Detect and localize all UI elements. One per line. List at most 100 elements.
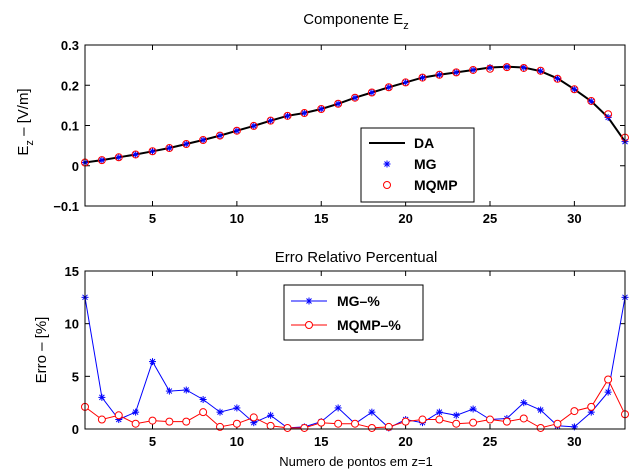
point-mg — [419, 74, 426, 82]
point-mg — [503, 63, 511, 71]
svg-text:Ez – [V/m]: Ez – [V/m] — [15, 88, 36, 155]
point-mqmp — [384, 83, 393, 92]
point-mg — [149, 358, 156, 366]
point-mqmp — [486, 64, 494, 73]
point-mg — [267, 411, 275, 419]
y-tick-label: 0.1 — [61, 119, 79, 134]
point-mqmp — [351, 93, 359, 102]
point-mg — [233, 127, 241, 135]
point-mqmp — [435, 70, 444, 79]
point-mg — [233, 404, 241, 412]
point-mqmp — [418, 73, 427, 82]
point-mg — [300, 109, 308, 117]
point-mqmp — [452, 419, 461, 428]
point-mqmp — [604, 375, 613, 384]
point-mqmp — [418, 415, 427, 424]
chart-erro: Erro Relativo Percentual Erro – [%] Nume… — [33, 249, 629, 469]
point-mg — [587, 97, 595, 105]
x-tick-label: 25 — [483, 434, 497, 449]
chart-erro-ylabel: Erro – [%] — [33, 317, 50, 384]
point-mg — [368, 88, 376, 96]
point-mqmp — [199, 135, 208, 144]
x-tick-label: 10 — [230, 211, 244, 226]
point-mqmp — [317, 104, 326, 113]
point-mqmp — [114, 411, 123, 420]
point-mqmp — [165, 144, 174, 153]
x-tick-label: 15 — [314, 211, 328, 226]
point-mg — [520, 399, 528, 407]
legend-box-erro — [283, 284, 424, 341]
point-mg — [604, 388, 612, 396]
point-mqmp — [266, 421, 275, 430]
y-tick-label: −0.1 — [53, 199, 79, 214]
point-mqmp — [502, 417, 511, 426]
point-mqmp — [519, 63, 528, 72]
chart-ez: Componente Ez Ez – [V/m] 5 10 15 20 25 30 −0.1… — [15, 11, 629, 226]
legend-box — [360, 127, 475, 203]
point-mqmp — [232, 126, 241, 135]
point-mqmp — [249, 413, 258, 422]
legend-swatch-mg — [383, 160, 391, 168]
x-tick-label: 30 — [567, 211, 581, 226]
x-tick-label: 5 — [149, 434, 156, 449]
point-mg — [267, 117, 275, 125]
point-mg — [182, 140, 190, 148]
legend-label-da: DA — [414, 135, 434, 151]
point-mqmp — [216, 131, 224, 140]
point-mqmp — [283, 423, 292, 432]
point-mqmp — [182, 417, 191, 426]
point-mqmp — [283, 111, 292, 120]
point-mg — [435, 408, 443, 416]
legend-marker-mg-pct — [305, 297, 313, 305]
point-mqmp — [587, 96, 596, 105]
point-mqmp — [570, 85, 579, 94]
point-mqmp — [232, 419, 241, 428]
y-tick-label: 0.2 — [61, 78, 79, 93]
point-mg — [182, 386, 190, 394]
point-mqmp — [317, 418, 326, 427]
y-tick-label: 15 — [65, 264, 79, 279]
point-mg — [216, 408, 224, 416]
point-mg — [452, 68, 460, 76]
point-mqmp — [351, 419, 359, 428]
point-mqmp — [536, 423, 545, 432]
point-mg — [351, 94, 359, 102]
legend-label-mqmp-pct: MQMP–% — [337, 317, 401, 333]
point-mqmp — [114, 153, 123, 162]
point-mg — [554, 74, 561, 82]
point-mqmp — [97, 156, 106, 165]
point-mqmp — [469, 65, 478, 74]
point-mg — [216, 132, 224, 140]
legend-marker-mqmp-pct — [305, 321, 313, 329]
point-mg — [520, 64, 528, 72]
chart-ez-frame — [84, 44, 626, 207]
point-mg — [199, 396, 207, 404]
point-mg — [149, 147, 156, 155]
point-mg — [334, 100, 342, 108]
point-mqmp — [502, 63, 511, 72]
point-mg — [334, 404, 342, 412]
point-mg — [469, 66, 477, 74]
point-mqmp — [553, 419, 562, 428]
point-mqmp — [131, 419, 140, 428]
chart-ez-ylabel: Ez – [V/m] — [15, 88, 36, 155]
y-tick-label: 0 — [72, 422, 79, 437]
point-mg — [537, 67, 545, 75]
point-mg — [98, 393, 106, 401]
x-tick-label: 30 — [567, 434, 581, 449]
point-mg — [165, 144, 173, 152]
chart-ez-title: Componente Ez — [303, 11, 409, 32]
point-mg — [469, 405, 477, 413]
point-mg — [132, 408, 140, 416]
x-tick-label: 20 — [398, 434, 412, 449]
point-mqmp — [519, 414, 528, 423]
point-mqmp — [334, 99, 343, 108]
point-mg — [317, 105, 325, 113]
point-mg — [402, 78, 410, 86]
point-mqmp — [401, 78, 410, 87]
chart-erro-title: Erro Relativo Percentual — [275, 249, 438, 266]
point-mqmp — [401, 417, 410, 426]
point-mg — [452, 411, 460, 419]
x-tick-label: 25 — [483, 211, 497, 226]
